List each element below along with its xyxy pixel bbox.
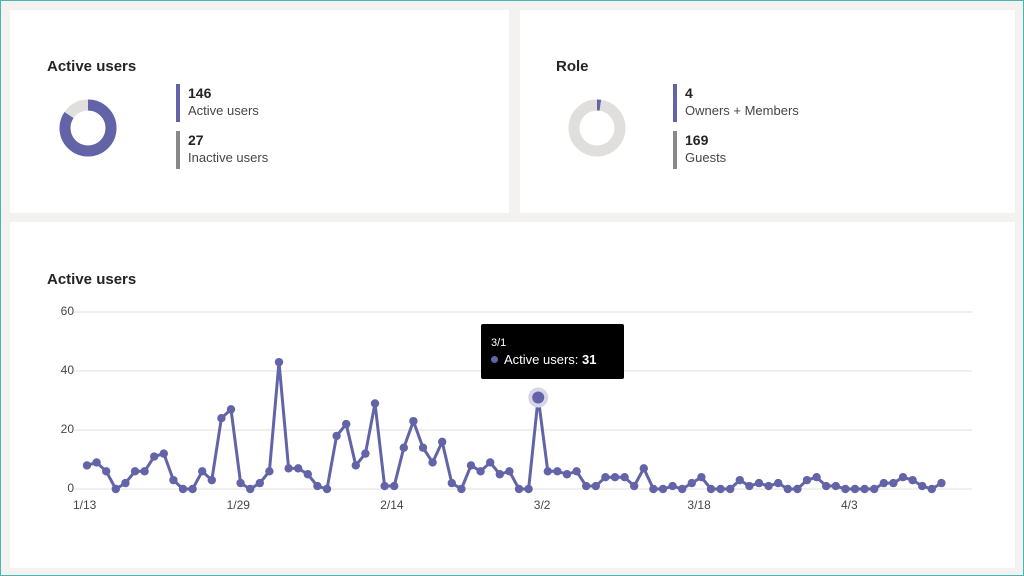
y-axis-tick-label: 40 — [60, 363, 74, 377]
active-users-donut-chart — [59, 99, 117, 157]
owners-members-stat: 4 Owners + Members — [673, 84, 799, 122]
owners-members-count: 4 — [685, 85, 693, 101]
tooltip-value: 31 — [582, 352, 597, 367]
tooltip-series-dot — [491, 356, 498, 363]
inactive-users-count: 27 — [188, 132, 204, 148]
inactive-users-stat: 27 Inactive users — [176, 131, 268, 169]
active-users-stat-bar — [176, 84, 180, 122]
role-ring-segment — [568, 99, 626, 157]
active-users-count: 146 — [188, 85, 212, 101]
active-users-chart-card: Active users — [10, 222, 1015, 568]
role-card: Role 4 Owners + Members 169 Guests — [520, 10, 1015, 213]
x-axis-tick-label: 3/18 — [687, 498, 711, 512]
x-axis-tick-label: 3/2 — [533, 498, 551, 512]
guests-stat-bar — [673, 131, 677, 169]
guests-stat: 169 Guests — [673, 131, 726, 169]
active-users-label: Active users — [188, 103, 259, 118]
guests-label: Guests — [685, 150, 727, 165]
y-axis-tick-label: 0 — [67, 481, 74, 495]
role-donut-chart — [568, 99, 626, 157]
active-users-card: Active users 146 Active users 27 Inactiv… — [10, 10, 509, 213]
role-card-title: Role — [556, 58, 589, 75]
x-axis-tick-label: 1/29 — [226, 498, 250, 512]
owners-members-label: Owners + Members — [685, 103, 799, 118]
tooltip-series-name: Active users: — [504, 352, 579, 367]
active-users-stat: 146 Active users — [176, 84, 259, 122]
guests-count: 169 — [685, 132, 709, 148]
x-axis-tick-label: 4/3 — [841, 498, 858, 512]
inactive-users-stat-bar — [176, 131, 180, 169]
x-axis-tick-label: 1/13 — [73, 498, 97, 512]
inactive-users-label: Inactive users — [188, 150, 269, 165]
active-users-ring-segment — [59, 99, 117, 157]
tooltip-label: Active users: 31 — [504, 352, 597, 367]
x-axis-tick-label: 2/14 — [380, 498, 404, 512]
role-ring-remainder — [568, 99, 626, 157]
tooltip-date: 3/1 — [491, 337, 507, 349]
chart-card-title: Active users — [47, 271, 137, 288]
y-axis-tick-label: 60 — [60, 304, 74, 318]
owners-members-stat-bar — [673, 84, 677, 122]
chart-tooltip: 3/1 Active users: 31 — [481, 324, 624, 379]
y-axis-tick-label: 20 — [60, 422, 74, 436]
active-users-card-title: Active users — [47, 58, 137, 75]
